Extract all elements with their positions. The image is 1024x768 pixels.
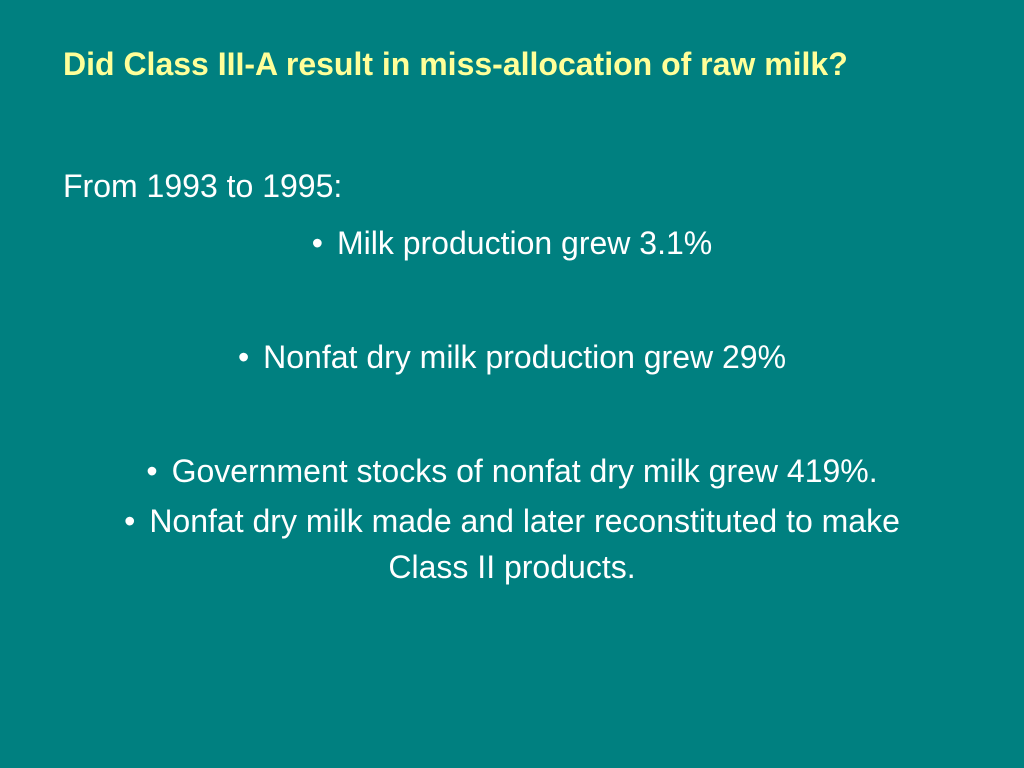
intro-text: From 1993 to 1995:	[63, 168, 343, 204]
bullet-text: Nonfat dry milk production grew 29%	[263, 339, 787, 375]
bullet-text: Government stocks of nonfat dry milk gre…	[171, 453, 878, 489]
slide-title: Did Class III-A result in miss-allocatio…	[63, 46, 848, 82]
bullet-item: • Milk production grew 3.1%	[311, 225, 713, 261]
bullet-item: • Nonfat dry milk made and later reconsti…	[124, 503, 900, 585]
bullet-item: • Government stocks of nonfat dry milk gr…	[146, 453, 878, 489]
bullet-text: Milk production grew 3.1%	[336, 225, 713, 261]
bullet-text: Nonfat dry milk made and later reconstit…	[149, 503, 900, 585]
bullet-list: • Milk production grew 3.1% • Nonfat dry m…	[70, 220, 954, 590]
bullet-item: • Nonfat dry milk production grew 29%	[237, 339, 787, 375]
